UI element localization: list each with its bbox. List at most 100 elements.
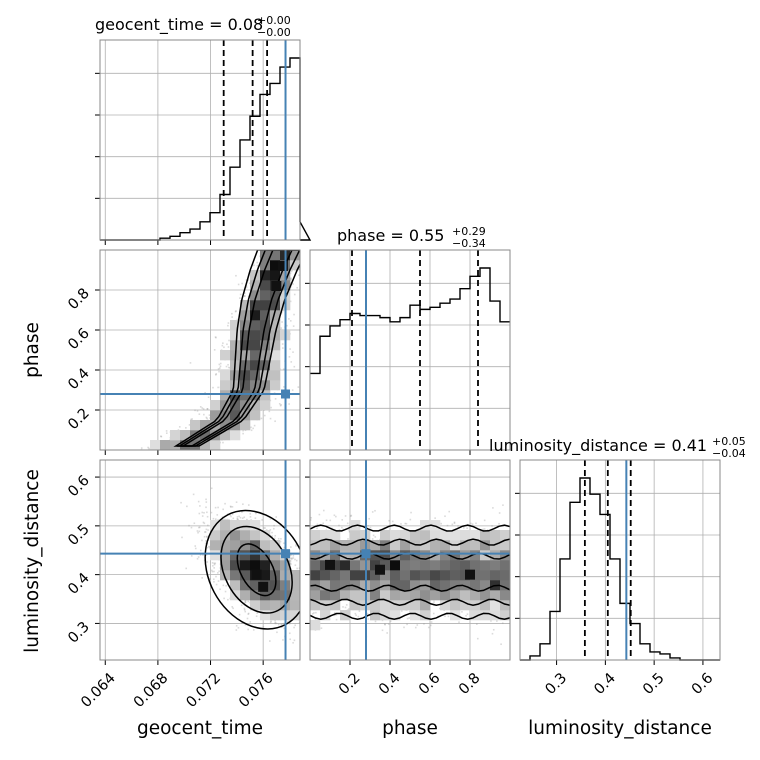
sample-point xyxy=(213,563,216,566)
hist-panel-geocent-time xyxy=(95,39,312,245)
sample-point xyxy=(303,596,305,598)
sample-point xyxy=(249,621,251,623)
density-cell xyxy=(220,390,231,401)
density-cell xyxy=(270,260,281,271)
sample-point xyxy=(246,518,248,521)
sample-point xyxy=(203,413,205,416)
sample-point xyxy=(303,294,305,296)
sample-point xyxy=(304,589,306,591)
hist-xtick-label: 0.3 xyxy=(543,670,571,698)
sample-point xyxy=(244,623,247,626)
sample-point xyxy=(215,575,217,578)
sample-point xyxy=(283,542,285,545)
sample-point xyxy=(273,537,276,540)
density-cell xyxy=(240,390,251,401)
density-cell xyxy=(250,400,261,411)
sample-point xyxy=(269,399,272,402)
sample-point xyxy=(205,528,208,531)
sample-point xyxy=(205,554,208,557)
density-cell xyxy=(250,340,261,351)
p2-xtick-label: 0.076 xyxy=(236,670,277,711)
sample-point xyxy=(292,554,295,557)
sample-point xyxy=(269,417,272,420)
sample-point xyxy=(237,283,240,286)
sample-point xyxy=(178,426,181,428)
sample-point xyxy=(300,619,302,621)
sample-point xyxy=(227,346,230,348)
sample-point xyxy=(304,585,306,587)
sample-point xyxy=(286,324,288,327)
sample-point xyxy=(301,619,303,621)
sample-point xyxy=(226,343,228,346)
density-cell xyxy=(220,350,231,361)
sample-point xyxy=(204,391,206,394)
sample-point xyxy=(253,264,255,267)
sample-point xyxy=(256,261,259,264)
sample-point xyxy=(301,602,303,604)
sample-point xyxy=(185,567,188,570)
density-cell xyxy=(250,320,261,331)
sample-point xyxy=(250,429,253,432)
sample-point xyxy=(218,363,221,366)
density-cell xyxy=(290,260,300,271)
sample-point xyxy=(198,530,201,533)
sample-point xyxy=(301,564,303,566)
sample-point xyxy=(213,349,216,351)
sample-point xyxy=(247,612,250,615)
sample-point xyxy=(291,557,293,560)
density-cell xyxy=(260,400,271,411)
sample-point xyxy=(289,320,292,322)
sample-point xyxy=(206,417,208,420)
sample-point xyxy=(205,539,207,542)
sample-point xyxy=(242,432,244,435)
sample-point xyxy=(280,626,283,628)
sample-point xyxy=(236,518,239,520)
density-cell xyxy=(260,270,271,281)
sample-point xyxy=(249,516,252,518)
sample-point xyxy=(147,446,149,449)
sample-point xyxy=(202,408,205,410)
p2-ytick-label: 0.3 xyxy=(65,619,93,647)
sample-point xyxy=(223,597,225,600)
panel-inner xyxy=(100,250,305,450)
sample-point xyxy=(205,506,207,509)
sample-point xyxy=(204,531,207,533)
hist-xtick-label: 0.5 xyxy=(640,670,668,698)
sample-point xyxy=(243,609,246,611)
sample-point xyxy=(255,512,257,515)
sample-point xyxy=(295,559,298,562)
density-cell xyxy=(270,370,281,381)
sample-point xyxy=(287,620,289,623)
sample-point xyxy=(222,584,225,587)
sample-point xyxy=(303,600,305,602)
sample-point xyxy=(239,293,242,296)
density-cell xyxy=(180,430,191,441)
sample-point xyxy=(275,622,278,625)
density-cell xyxy=(200,420,211,431)
sample-point xyxy=(228,519,230,521)
sample-point xyxy=(297,671,299,673)
sample-point xyxy=(289,563,292,566)
density-cell xyxy=(190,430,201,441)
sample-point xyxy=(196,410,199,412)
sample-point xyxy=(269,529,272,531)
sample-point xyxy=(262,625,265,628)
hist-panel-phase xyxy=(305,249,511,455)
sample-point xyxy=(290,558,293,560)
density-cell xyxy=(260,260,271,271)
hist-frame xyxy=(309,249,511,451)
sample-point xyxy=(270,406,272,409)
sample-point xyxy=(289,554,292,557)
density-cell xyxy=(220,430,231,441)
sample-point xyxy=(294,624,297,627)
density-cell xyxy=(170,430,181,441)
sample-point xyxy=(203,522,206,525)
sample-point xyxy=(303,548,305,550)
sample-point xyxy=(301,569,303,571)
sample-point xyxy=(289,560,292,562)
sample-point xyxy=(213,567,215,569)
density-cell xyxy=(250,310,261,321)
density-cell xyxy=(260,300,271,311)
sample-point xyxy=(290,277,292,279)
